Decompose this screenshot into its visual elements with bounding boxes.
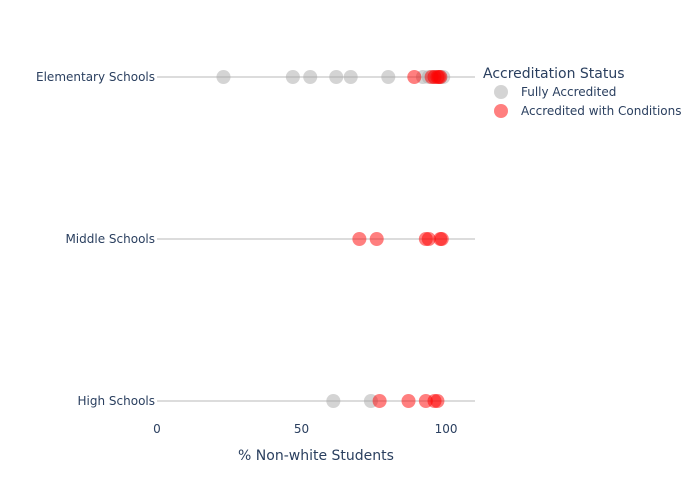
data-point[interactable]	[381, 70, 396, 84]
legend[interactable]: Accreditation Status Fully Accredited Acc…	[483, 66, 682, 118]
legend-label: Fully Accredited	[521, 85, 616, 99]
legend-items[interactable]: Fully Accredited Accredited with Conditio…	[494, 85, 682, 118]
x-axis-title: % Non-white Students	[238, 448, 394, 464]
y-tick-label: Elementary Schools	[36, 70, 155, 84]
data-point[interactable]	[343, 70, 358, 84]
data-point[interactable]	[401, 394, 416, 408]
data-point[interactable]	[285, 70, 300, 84]
x-axis-tick-labels: 0 50 100	[153, 422, 457, 436]
data-point[interactable]	[433, 70, 448, 84]
data-point[interactable]	[326, 394, 341, 408]
data-point[interactable]	[329, 70, 344, 84]
data-point[interactable]	[434, 232, 449, 246]
x-tick-label: 0	[153, 422, 161, 436]
data-point[interactable]	[421, 232, 436, 246]
legend-marker	[494, 104, 508, 118]
x-tick-label: 100	[435, 422, 458, 436]
legend-title: Accreditation Status	[483, 66, 625, 82]
data-point[interactable]	[372, 394, 387, 408]
data-points	[216, 70, 451, 408]
legend-label: Accredited with Conditions	[521, 104, 682, 118]
legend-marker	[494, 85, 508, 99]
y-tick-label: High Schools	[78, 394, 155, 408]
data-point[interactable]	[369, 232, 384, 246]
legend-item[interactable]: Fully Accredited	[494, 85, 616, 99]
legend-item[interactable]: Accredited with Conditions	[494, 104, 682, 118]
data-point[interactable]	[216, 70, 231, 84]
y-tick-label: Middle Schools	[65, 232, 155, 246]
data-point[interactable]	[303, 70, 318, 84]
data-point[interactable]	[430, 394, 445, 408]
data-point[interactable]	[352, 232, 367, 246]
data-point[interactable]	[407, 70, 422, 84]
y-axis-tick-labels: Elementary Schools Middle Schools High Sch…	[36, 70, 155, 408]
x-tick-label: 50	[294, 422, 309, 436]
